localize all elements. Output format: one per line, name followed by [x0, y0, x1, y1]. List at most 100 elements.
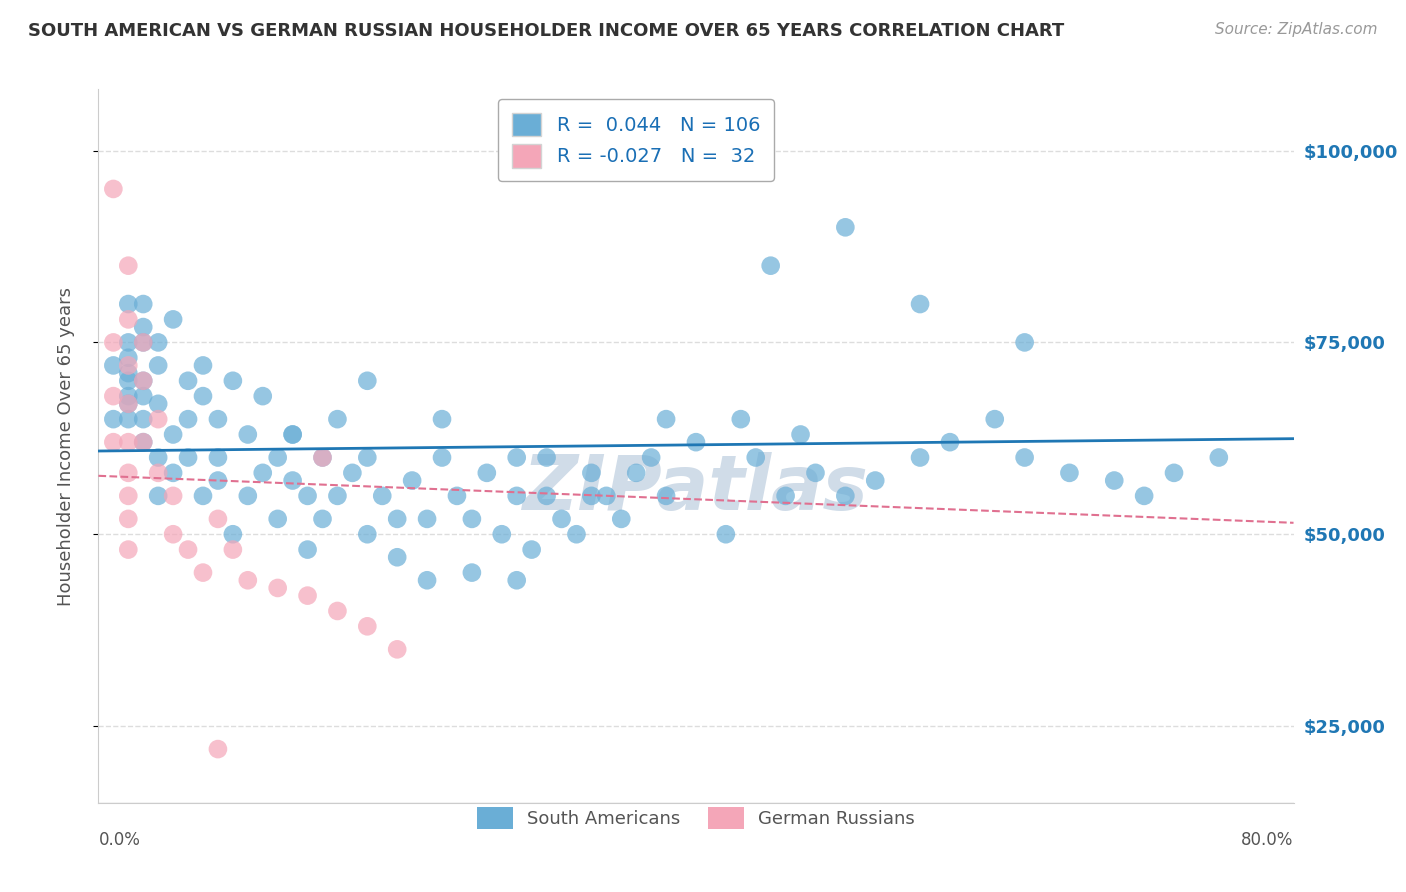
Point [506, 574, 529, 588]
Point [132, 389, 155, 403]
Point [1014, 450, 1036, 465]
Point [759, 259, 782, 273]
Point [326, 604, 349, 618]
Point [865, 474, 887, 488]
Point [236, 489, 259, 503]
Point [117, 359, 139, 373]
Point [311, 512, 333, 526]
Legend: South Americans, German Russians: South Americans, German Russians [470, 800, 922, 837]
Point [267, 581, 290, 595]
Point [581, 489, 603, 503]
Point [252, 389, 274, 403]
Point [610, 512, 633, 526]
Point [461, 566, 484, 580]
Point [1208, 450, 1230, 465]
Text: Source: ZipAtlas.com: Source: ZipAtlas.com [1215, 22, 1378, 37]
Point [326, 489, 349, 503]
Point [132, 335, 155, 350]
Point [148, 359, 170, 373]
Point [148, 489, 170, 503]
Point [804, 466, 827, 480]
Point [132, 320, 155, 334]
Point [714, 527, 737, 541]
Point [132, 412, 155, 426]
Point [297, 489, 319, 503]
Point [148, 397, 170, 411]
Point [626, 466, 648, 480]
Point [356, 374, 378, 388]
Point [908, 450, 931, 465]
Point [834, 220, 856, 235]
Point [222, 542, 245, 557]
Point [267, 512, 290, 526]
Point [385, 512, 409, 526]
Point [191, 389, 214, 403]
Point [207, 474, 229, 488]
Point [117, 466, 139, 480]
Point [550, 512, 572, 526]
Point [103, 335, 125, 350]
Point [132, 297, 155, 311]
Point [103, 359, 125, 373]
Point [506, 450, 529, 465]
Point [222, 527, 245, 541]
Point [1059, 466, 1081, 480]
Point [148, 466, 170, 480]
Point [132, 374, 155, 388]
Point [281, 427, 304, 442]
Point [1014, 335, 1036, 350]
Point [789, 427, 811, 442]
Point [311, 450, 333, 465]
Point [132, 435, 155, 450]
Point [446, 489, 468, 503]
Point [461, 512, 484, 526]
Point [401, 474, 423, 488]
Point [148, 412, 170, 426]
Point [117, 489, 139, 503]
Point [117, 335, 139, 350]
Point [207, 742, 229, 756]
Point [536, 450, 558, 465]
Point [430, 412, 453, 426]
Point [730, 412, 752, 426]
Point [117, 297, 139, 311]
Point [581, 466, 603, 480]
Point [162, 489, 184, 503]
Point [162, 427, 184, 442]
Point [117, 512, 139, 526]
Point [565, 527, 588, 541]
Point [162, 527, 184, 541]
Point [491, 527, 513, 541]
Point [148, 450, 170, 465]
Point [177, 450, 200, 465]
Point [536, 489, 558, 503]
Point [117, 397, 139, 411]
Point [191, 359, 214, 373]
Text: 80.0%: 80.0% [1241, 831, 1294, 849]
Point [520, 542, 543, 557]
Point [1133, 489, 1156, 503]
Point [685, 435, 707, 450]
Point [939, 435, 962, 450]
Point [1163, 466, 1185, 480]
Point [475, 466, 498, 480]
Text: 0.0%: 0.0% [98, 831, 141, 849]
Point [655, 412, 678, 426]
Point [117, 374, 139, 388]
Point [281, 427, 304, 442]
Point [148, 335, 170, 350]
Point [356, 527, 378, 541]
Point [834, 489, 856, 503]
Point [117, 312, 139, 326]
Point [297, 589, 319, 603]
Point [908, 297, 931, 311]
Point [281, 474, 304, 488]
Point [103, 435, 125, 450]
Point [595, 489, 617, 503]
Point [132, 335, 155, 350]
Point [177, 542, 200, 557]
Point [416, 512, 439, 526]
Point [117, 259, 139, 273]
Point [356, 450, 378, 465]
Point [984, 412, 1007, 426]
